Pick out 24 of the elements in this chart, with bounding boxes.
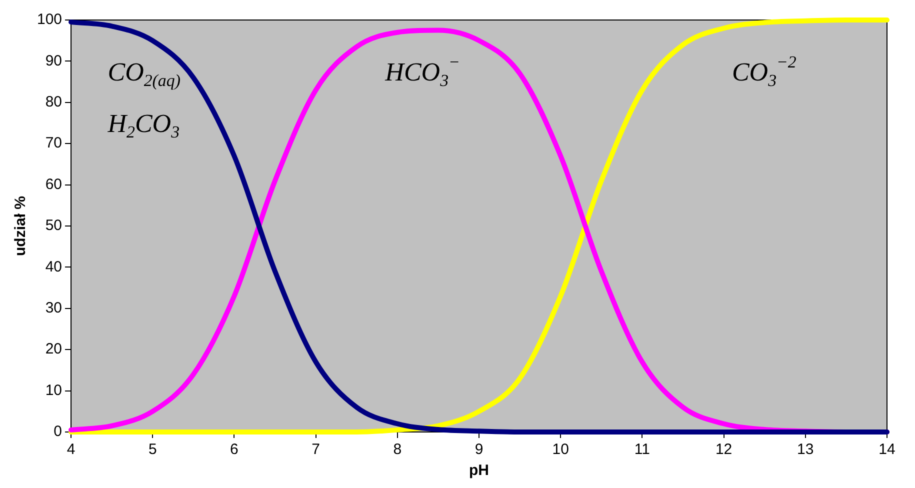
y-tick-label: 50 (45, 217, 62, 234)
y-tick-label: 40 (45, 258, 62, 276)
x-tick-label: 12 (715, 441, 732, 458)
y-tick-label: 30 (45, 300, 62, 317)
x-tick-label: 10 (552, 441, 569, 458)
x-tick-label: 5 (148, 441, 157, 458)
y-tick-label: 100 (36, 11, 62, 28)
y-tick-label: 10 (45, 382, 62, 399)
x-tick-label: 4 (66, 441, 76, 458)
y-tick-label: 60 (45, 176, 62, 193)
y-tick-label: 70 (45, 134, 62, 152)
y-tick-label: 20 (45, 340, 62, 358)
x-tick-label: 13 (797, 441, 814, 458)
x-tick-label: 9 (474, 441, 484, 458)
x-tick-label: 6 (230, 441, 238, 458)
y-tick-label: 80 (45, 94, 62, 111)
x-tick-label: 11 (634, 441, 650, 458)
y-tick-label: 0 (54, 423, 62, 440)
y-tick-label: 90 (45, 52, 62, 70)
x-tick-label: 14 (878, 441, 896, 458)
x-tick-label: 8 (393, 441, 402, 458)
x-axis-title: pH (469, 462, 490, 480)
y-axis-title: udział % (12, 196, 30, 256)
x-tick-label: 7 (312, 441, 320, 458)
